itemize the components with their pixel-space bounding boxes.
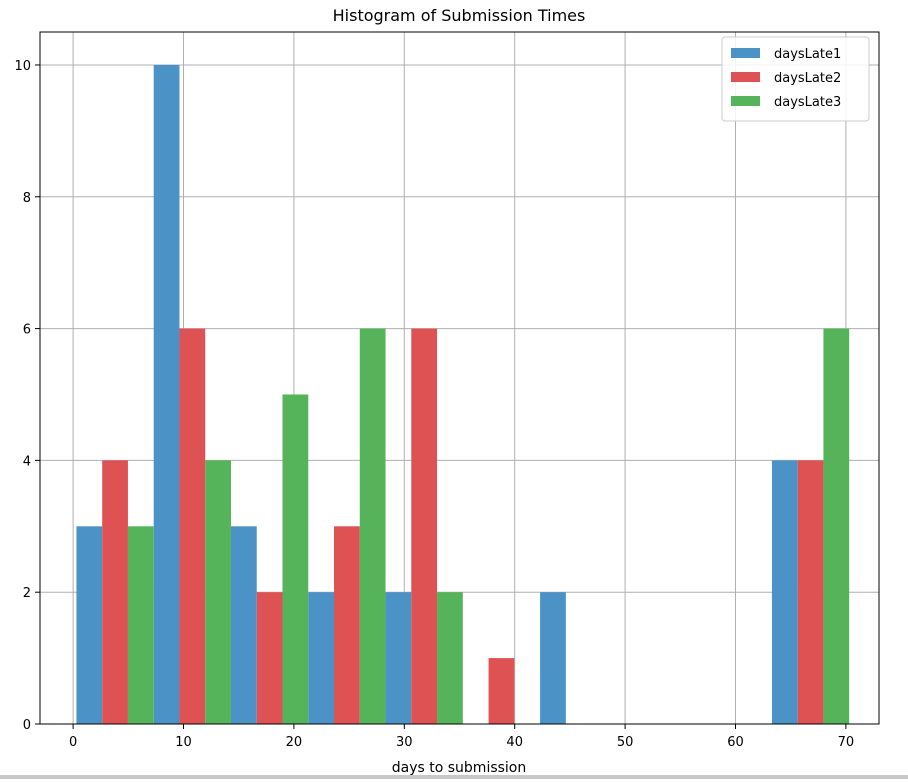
window-bottom-border bbox=[0, 775, 908, 779]
legend: daysLate1 daysLate2 daysLate3 bbox=[721, 36, 870, 122]
bar-daysLate3-bin-1 bbox=[205, 460, 231, 724]
bar-daysLate2-bin-5 bbox=[488, 658, 515, 724]
legend-label-daysLate2: daysLate2 bbox=[774, 71, 841, 86]
x-tick-label: 0 bbox=[69, 735, 77, 750]
x-tick-label: 30 bbox=[396, 735, 413, 750]
legend-label-daysLate1: daysLate1 bbox=[774, 47, 841, 62]
y-tick-label: 6 bbox=[23, 323, 31, 338]
legend-swatch-daysLate1 bbox=[731, 48, 760, 58]
bar-daysLate2-bin-3 bbox=[334, 526, 360, 724]
x-tick-label: 50 bbox=[617, 735, 634, 750]
x-tick-label: 20 bbox=[286, 735, 303, 750]
bar-daysLate1-bin-2 bbox=[230, 526, 257, 724]
y-tick-label: 2 bbox=[23, 586, 31, 601]
axis-ticks: 0 10 20 30 40 50 60 70 0 2 4 6 8 10 bbox=[14, 59, 854, 750]
legend-swatch-daysLate3 bbox=[731, 96, 760, 106]
bar-daysLate1-bin-3 bbox=[308, 592, 335, 724]
bar-daysLate1-bin-1 bbox=[153, 64, 180, 724]
y-tick-label: 4 bbox=[23, 454, 31, 469]
x-tick-label: 70 bbox=[838, 735, 855, 750]
bar-daysLate1-bin-6 bbox=[540, 592, 566, 724]
plot-area-frame bbox=[39, 31, 880, 725]
bar-daysLate2-bin-9 bbox=[797, 460, 824, 724]
bar-daysLate2-bin-2 bbox=[256, 592, 283, 724]
bars-group bbox=[76, 64, 850, 724]
chart-title: Histogram of Submission Times bbox=[333, 6, 586, 25]
y-tick-label: 8 bbox=[23, 191, 31, 206]
bar-daysLate3-bin-2 bbox=[282, 394, 309, 724]
bar-daysLate3-bin-3 bbox=[359, 328, 386, 724]
bar-daysLate2-bin-0 bbox=[102, 460, 128, 724]
y-tick-label: 0 bbox=[23, 718, 31, 733]
x-tick-label: 60 bbox=[727, 735, 744, 750]
x-tick-label: 10 bbox=[175, 735, 192, 750]
legend-label-daysLate3: daysLate3 bbox=[774, 95, 841, 110]
bar-daysLate3-bin-9 bbox=[823, 328, 850, 724]
bar-daysLate2-bin-1 bbox=[179, 328, 206, 724]
x-tick-label: 40 bbox=[506, 735, 523, 750]
bar-daysLate3-bin-0 bbox=[127, 526, 154, 724]
bar-daysLate1-bin-9 bbox=[771, 460, 798, 724]
legend-swatch-daysLate2 bbox=[731, 72, 760, 82]
x-axis-label: days to submission bbox=[392, 760, 527, 776]
bar-daysLate2-bin-4 bbox=[411, 328, 438, 724]
y-tick-label: 10 bbox=[14, 59, 31, 74]
bar-daysLate3-bin-4 bbox=[437, 592, 463, 724]
bar-daysLate1-bin-0 bbox=[76, 526, 103, 724]
bar-daysLate1-bin-4 bbox=[385, 592, 412, 724]
